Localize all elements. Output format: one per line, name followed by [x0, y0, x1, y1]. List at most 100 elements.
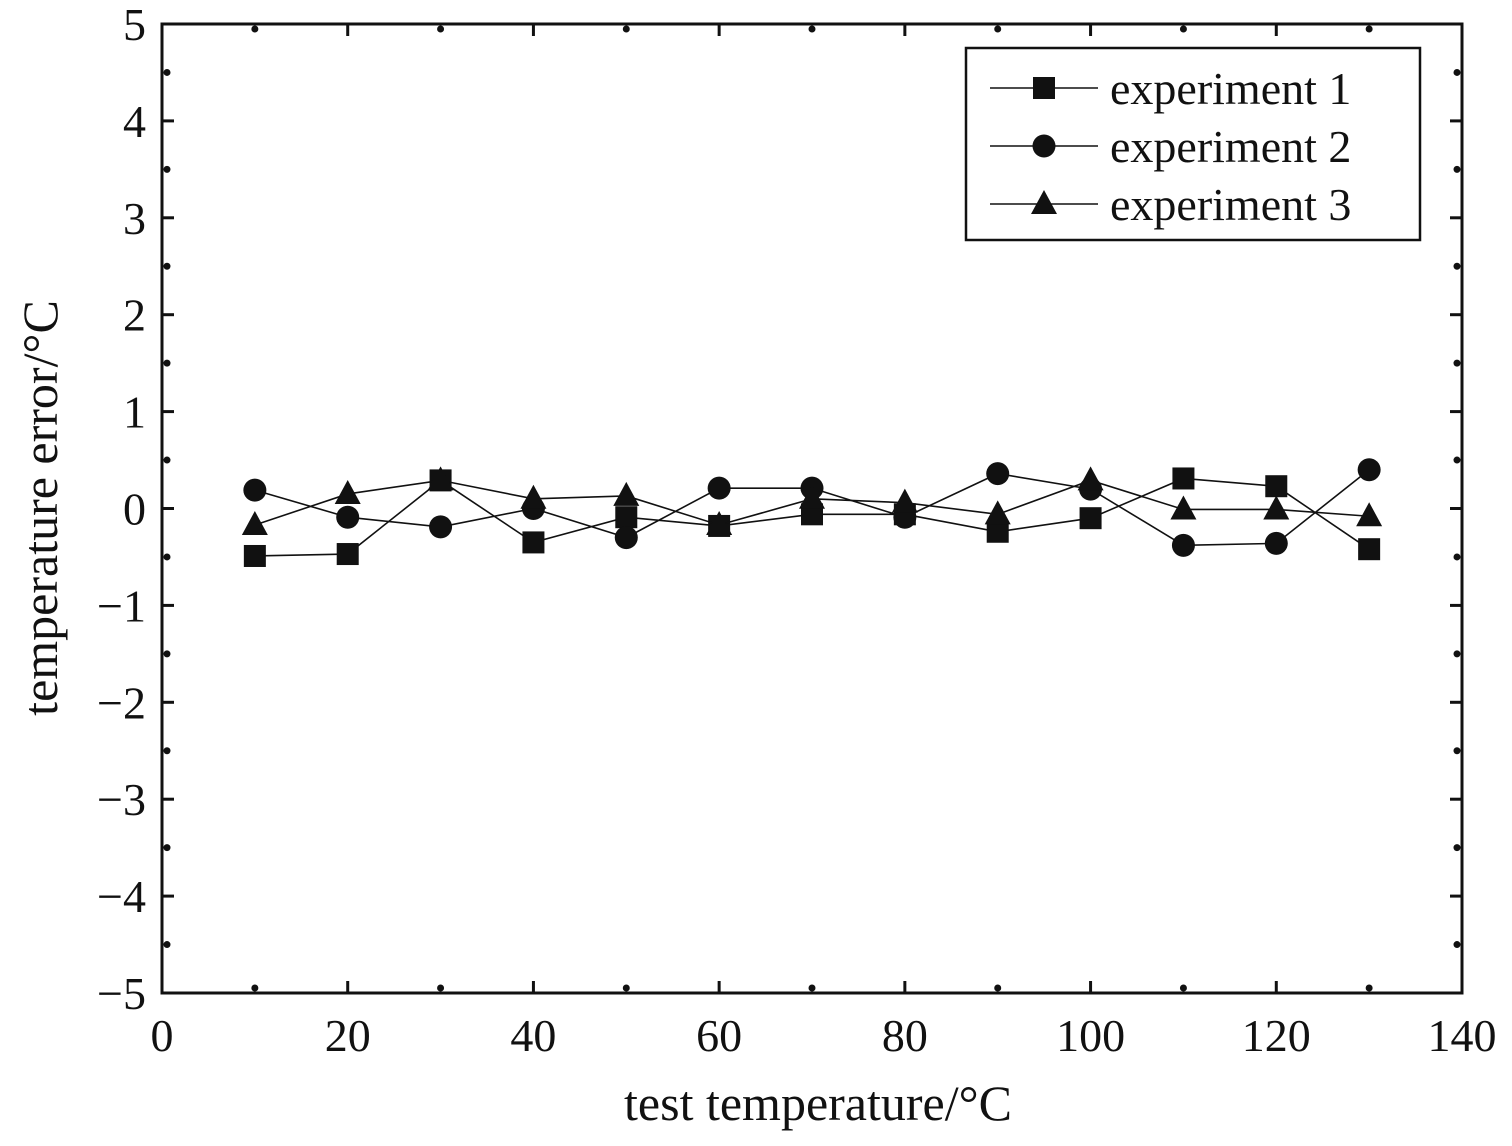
y-minor-tick-left	[163, 165, 171, 173]
x-minor-tick-top	[1365, 25, 1373, 33]
x-minor-tick-bottom	[1179, 984, 1187, 992]
data-point-circle	[336, 505, 360, 529]
y-minor-tick-right	[1453, 456, 1461, 464]
y-minor-tick-right	[1453, 359, 1461, 367]
x-axis-label: test temperature/°C	[624, 1075, 1012, 1131]
data-point-triangle	[1077, 466, 1104, 491]
x-minor-tick-top	[251, 25, 259, 33]
x-minor-tick-bottom	[1365, 984, 1373, 992]
y-minor-tick-left	[163, 844, 171, 852]
y-tick-label: 3	[123, 193, 146, 244]
data-point-triangle	[613, 481, 640, 506]
data-point-circle	[1357, 458, 1381, 482]
data-point-square	[1358, 538, 1381, 561]
y-minor-tick-left	[163, 456, 171, 464]
legend: experiment 1 experiment 2 experiment 3	[964, 46, 1422, 242]
legend-marker-circle	[1032, 134, 1056, 158]
y-minor-tick-left	[163, 68, 171, 76]
legend-entry: experiment 2	[990, 121, 1351, 172]
x-tick-label: 80	[882, 1010, 928, 1061]
data-point-triangle	[427, 466, 454, 491]
x-minor-tick-bottom	[437, 984, 445, 992]
y-tick-label: −2	[97, 677, 146, 728]
data-point-circle	[986, 462, 1010, 486]
data-point-square	[615, 506, 638, 529]
x-minor-tick-top	[622, 25, 630, 33]
x-minor-tick-top	[437, 25, 445, 33]
legend-label: experiment 2	[1110, 121, 1351, 172]
y-tick-label: 5	[123, 0, 146, 50]
y-minor-tick-right	[1453, 650, 1461, 658]
x-tick-label: 40	[510, 1010, 556, 1061]
y-minor-tick-left	[163, 650, 171, 658]
y-minor-tick-right	[1453, 747, 1461, 755]
axis-ticks	[160, 22, 1464, 995]
y-tick-label: −3	[97, 774, 146, 825]
data-point-square	[1172, 467, 1195, 490]
y-tick-label: 1	[123, 387, 146, 438]
y-minor-tick-left	[163, 553, 171, 561]
data-point-triangle	[520, 484, 547, 509]
x-tick-label: 0	[151, 1010, 174, 1061]
data-point-square	[986, 520, 1009, 543]
data-point-circle	[243, 478, 267, 502]
data-series	[241, 458, 1383, 567]
data-point-square	[1265, 475, 1288, 498]
data-point-triangle	[984, 500, 1011, 525]
legend-label: experiment 3	[1110, 179, 1351, 230]
y-tick-label: −5	[97, 968, 146, 1019]
x-tick-label: 60	[696, 1010, 742, 1061]
data-point-triangle	[1356, 502, 1383, 527]
data-point-square	[243, 544, 266, 567]
y-minor-tick-right	[1453, 262, 1461, 270]
data-point-square	[1079, 507, 1102, 530]
x-minor-tick-bottom	[251, 984, 259, 992]
data-point-square	[336, 543, 359, 566]
data-point-triangle	[706, 510, 733, 535]
x-minor-tick-bottom	[622, 984, 630, 992]
y-tick-label: 2	[123, 290, 146, 341]
legend-label: experiment 1	[1110, 63, 1351, 114]
x-minor-tick-bottom	[994, 984, 1002, 992]
x-tick-label: 120	[1242, 1010, 1311, 1061]
y-minor-tick-right	[1453, 68, 1461, 76]
data-point-triangle	[241, 510, 268, 535]
y-minor-tick-left	[163, 747, 171, 755]
data-point-square	[801, 503, 823, 526]
x-tick-label: 140	[1428, 1010, 1497, 1061]
legend-marker-square	[1033, 77, 1055, 99]
data-point-circle	[1264, 531, 1288, 555]
y-minor-tick-left	[163, 941, 171, 949]
data-point-circle	[1171, 533, 1195, 557]
legend-entry: experiment 1	[990, 63, 1351, 114]
y-minor-tick-right	[1453, 553, 1461, 561]
y-tick-label: −1	[97, 580, 146, 631]
x-minor-tick-top	[808, 25, 816, 33]
legend-entry: experiment 3	[990, 179, 1351, 230]
data-point-triangle	[891, 488, 918, 513]
y-minor-tick-right	[1453, 844, 1461, 852]
series-3	[241, 466, 1383, 535]
data-point-triangle	[1263, 495, 1290, 520]
data-point-circle	[614, 526, 638, 550]
data-point-triangle	[334, 479, 361, 504]
y-tick-label: 4	[123, 96, 146, 147]
data-point-triangle	[799, 484, 825, 509]
y-minor-tick-left	[163, 262, 171, 270]
y-tick-label: −4	[97, 871, 146, 922]
x-minor-tick-top	[994, 25, 1002, 33]
y-minor-tick-left	[163, 359, 171, 367]
data-point-triangle	[1170, 495, 1197, 520]
axis-tick-labels: 0 20 40 60 80 100 120 140 −5 −4 −3 −2 −1 0 1 2 3 4 5	[97, 0, 1496, 1061]
y-axis-label: temperature error/°C	[12, 300, 68, 716]
y-minor-tick-right	[1453, 165, 1461, 173]
data-point-circle	[707, 476, 731, 500]
x-minor-tick-top	[1179, 25, 1187, 33]
y-tick-label: 0	[123, 484, 146, 535]
x-tick-label: 100	[1056, 1010, 1125, 1061]
legend-marker-triangle	[1031, 190, 1057, 214]
data-point-square	[522, 531, 545, 554]
x-tick-label: 20	[325, 1010, 371, 1061]
data-point-circle	[429, 515, 453, 539]
